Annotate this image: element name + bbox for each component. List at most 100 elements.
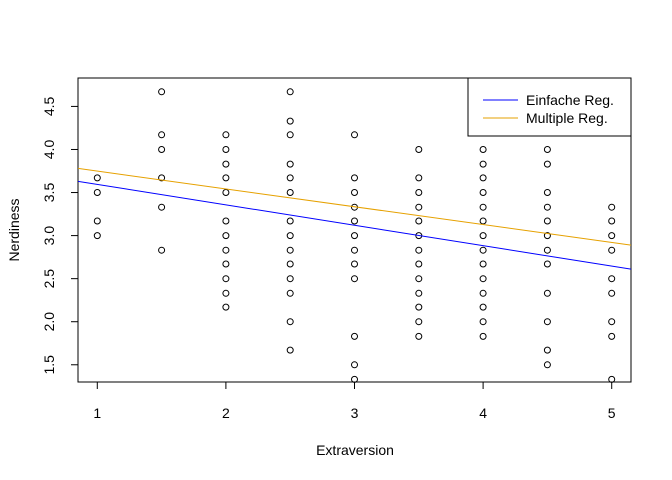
data-point — [351, 332, 358, 340]
data-point — [286, 260, 294, 268]
data-point — [543, 232, 551, 240]
data-point — [222, 217, 230, 225]
data-point — [543, 146, 551, 153]
data-point — [158, 146, 166, 153]
legend-label-multiple: Multiple Reg. — [526, 110, 608, 126]
data-point — [608, 203, 616, 211]
data-point — [543, 346, 551, 354]
legend-box — [467, 77, 632, 137]
data-point — [543, 260, 551, 268]
data-point — [479, 332, 487, 340]
data-point — [286, 275, 294, 283]
data-point — [286, 289, 294, 297]
data-point — [286, 217, 294, 225]
data-point — [415, 203, 423, 211]
data-point — [479, 174, 487, 182]
regression-line — [78, 180, 631, 270]
data-point — [479, 318, 487, 326]
data-point — [479, 146, 487, 153]
x-tick-label: 3 — [351, 405, 359, 421]
data-point — [608, 232, 616, 240]
data-point — [286, 232, 294, 240]
data-point — [415, 146, 423, 153]
x-tick-label: 4 — [479, 405, 487, 421]
x-tick-label: 1 — [93, 405, 101, 421]
data-point — [93, 232, 101, 240]
data-point — [351, 174, 358, 182]
data-point — [351, 131, 358, 139]
data-point — [286, 160, 294, 168]
data-point — [158, 174, 166, 182]
data-point — [415, 246, 423, 254]
data-point — [351, 189, 358, 196]
data-point — [286, 318, 294, 326]
data-point — [479, 189, 487, 196]
data-point — [286, 246, 294, 254]
regression-line — [78, 167, 631, 246]
x-axis-label: Extraversion — [316, 442, 394, 458]
data-point — [608, 318, 616, 326]
data-point — [351, 260, 358, 268]
data-point — [543, 189, 551, 196]
data-point — [222, 160, 230, 168]
data-point — [608, 246, 616, 254]
data-point — [222, 131, 230, 139]
data-point — [415, 174, 423, 182]
data-point — [415, 318, 423, 326]
y-tick-label: 4.0 — [41, 140, 57, 160]
data-point — [543, 203, 551, 211]
data-point — [286, 346, 294, 354]
data-point — [479, 160, 487, 168]
data-point — [222, 275, 230, 283]
data-point — [479, 303, 487, 311]
data-point — [608, 217, 616, 225]
data-point — [479, 289, 487, 297]
data-point — [222, 289, 230, 297]
data-point — [415, 189, 423, 196]
legend-label-einfache: Einfache Reg. — [526, 92, 614, 108]
data-point — [415, 303, 423, 311]
data-point — [286, 88, 294, 96]
data-point — [158, 131, 166, 139]
data-point — [415, 217, 423, 225]
data-point — [543, 289, 551, 297]
data-point — [479, 246, 487, 254]
data-point — [286, 189, 294, 196]
data-point — [93, 217, 101, 225]
data-point — [93, 189, 101, 196]
y-axis-label: Nerdiness — [6, 198, 22, 261]
data-point — [479, 275, 487, 283]
data-point — [222, 174, 230, 182]
y-tick-label: 4.5 — [41, 96, 57, 116]
x-tick-label: 2 — [222, 405, 230, 421]
data-point — [543, 246, 551, 254]
y-tick-label: 2.5 — [41, 269, 57, 289]
data-point — [608, 332, 616, 340]
data-points — [93, 88, 616, 383]
data-point — [351, 246, 358, 254]
data-point — [351, 275, 358, 283]
data-point — [543, 160, 551, 168]
data-point — [351, 361, 358, 369]
data-point — [222, 246, 230, 254]
data-point — [351, 217, 358, 225]
y-tick-label: 3.5 — [41, 183, 57, 203]
regression-lines — [78, 167, 631, 270]
data-point — [351, 232, 358, 240]
y-axis: 1.5 2.0 2.5 3.0 3.5 4.0 4.5 — [41, 96, 78, 375]
data-point — [608, 289, 616, 297]
data-point — [415, 332, 423, 340]
data-point — [543, 217, 551, 225]
data-point — [286, 117, 294, 125]
data-point — [479, 217, 487, 225]
data-point — [286, 131, 294, 139]
data-point — [479, 203, 487, 211]
data-point — [222, 303, 230, 311]
data-point — [479, 232, 487, 240]
y-tick-label: 2.0 — [41, 312, 57, 332]
data-point — [158, 88, 166, 96]
data-point — [222, 260, 230, 268]
y-tick-label: 1.5 — [41, 355, 57, 375]
data-point — [222, 189, 230, 196]
